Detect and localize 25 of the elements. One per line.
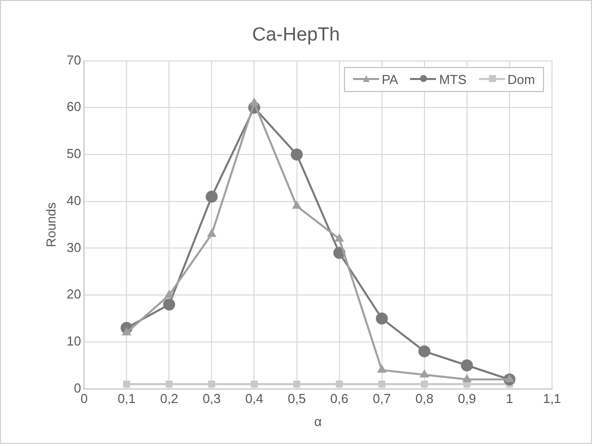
x-tick-label: 0,4 [245,391,264,406]
x-tick-label: 0,5 [288,391,306,406]
x-tick-label: 0,7 [372,391,391,406]
y-tick-label: 50 [66,146,82,162]
legend-label: PA [382,72,398,87]
chart-title: Ca-HepTh [252,24,340,46]
y-tick-label: 0 [74,380,82,396]
legend-label: MTS [439,72,467,87]
x-tick-label: 1,1 [542,391,562,406]
x-tick-label: 0,9 [458,391,476,406]
y-axis-title: Rounds [43,202,58,248]
x-tick-label: 0,2 [160,391,178,406]
y-tick-label: 70 [66,52,82,68]
legend-label: Dom [508,72,535,87]
x-tick-label: 0,8 [415,391,434,406]
y-tick-label: 30 [66,240,82,255]
x-tick-label: 0,3 [202,391,221,406]
x-tick-label: 0,1 [118,391,136,406]
y-tick-label: 60 [66,99,82,114]
x-axis-title: α [314,414,322,429]
x-tick-label: 0,6 [330,391,348,406]
y-tick-label: 20 [66,286,82,302]
x-tick-label: 1 [506,391,514,406]
y-tick-label: 40 [66,192,82,208]
y-tick-label: 10 [66,334,82,349]
